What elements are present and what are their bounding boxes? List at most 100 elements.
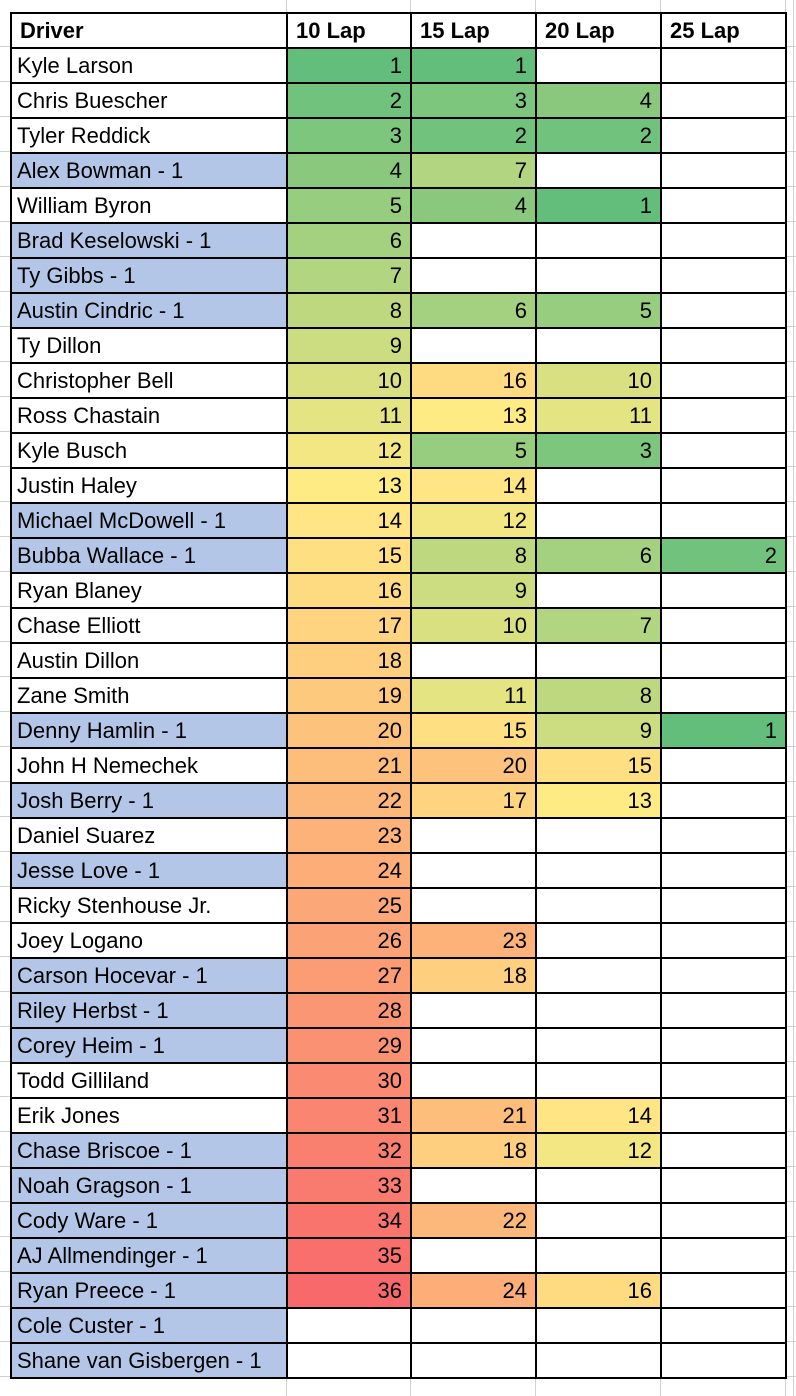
cell-25-lap[interactable]: [660, 1342, 787, 1379]
cell-15-lap[interactable]: 20: [410, 747, 537, 784]
cell-10-lap[interactable]: 30: [286, 1062, 412, 1099]
driver-cell[interactable]: Cody Ware - 1: [10, 1202, 288, 1239]
driver-cell[interactable]: Zane Smith: [10, 677, 288, 714]
cell-20-lap[interactable]: 13: [535, 782, 662, 819]
cell-15-lap[interactable]: 14: [410, 467, 537, 504]
cell-15-lap[interactable]: 23: [410, 922, 537, 959]
cell-25-lap[interactable]: [660, 502, 787, 539]
header-25-lap[interactable]: 25 Lap: [660, 12, 787, 49]
cell-15-lap[interactable]: 18: [410, 1132, 537, 1169]
cell-25-lap[interactable]: [660, 1202, 787, 1239]
cell-15-lap[interactable]: [410, 852, 537, 889]
driver-cell[interactable]: Kyle Busch: [10, 432, 288, 469]
cell-25-lap[interactable]: [660, 222, 787, 259]
cell-25-lap[interactable]: [660, 852, 787, 889]
driver-cell[interactable]: Carson Hocevar - 1: [10, 957, 288, 994]
header-driver[interactable]: Driver: [10, 12, 288, 49]
cell-15-lap[interactable]: 17: [410, 782, 537, 819]
cell-20-lap[interactable]: 12: [535, 1132, 662, 1169]
cell-10-lap[interactable]: 5: [286, 187, 412, 224]
driver-cell[interactable]: Erik Jones: [10, 1097, 288, 1134]
cell-10-lap[interactable]: 35: [286, 1237, 412, 1274]
cell-20-lap[interactable]: [535, 1027, 662, 1064]
driver-cell[interactable]: Noah Gragson - 1: [10, 1167, 288, 1204]
cell-25-lap[interactable]: [660, 467, 787, 504]
cell-10-lap[interactable]: 4: [286, 152, 412, 189]
cell-25-lap[interactable]: [660, 1132, 787, 1169]
cell-10-lap[interactable]: 1: [286, 47, 412, 84]
cell-25-lap[interactable]: [660, 82, 787, 119]
driver-cell[interactable]: Christopher Bell: [10, 362, 288, 399]
cell-20-lap[interactable]: 14: [535, 1097, 662, 1134]
cell-20-lap[interactable]: [535, 852, 662, 889]
cell-25-lap[interactable]: [660, 957, 787, 994]
cell-10-lap[interactable]: 18: [286, 642, 412, 679]
driver-cell[interactable]: Riley Herbst - 1: [10, 992, 288, 1029]
cell-25-lap[interactable]: [660, 432, 787, 469]
cell-20-lap[interactable]: 4: [535, 82, 662, 119]
cell-20-lap[interactable]: [535, 1202, 662, 1239]
driver-cell[interactable]: Bubba Wallace - 1: [10, 537, 288, 574]
cell-15-lap[interactable]: 21: [410, 1097, 537, 1134]
cell-10-lap[interactable]: 31: [286, 1097, 412, 1134]
cell-15-lap[interactable]: [410, 1062, 537, 1099]
driver-cell[interactable]: Chris Buescher: [10, 82, 288, 119]
driver-cell[interactable]: Daniel Suarez: [10, 817, 288, 854]
cell-20-lap[interactable]: 1: [535, 187, 662, 224]
cell-10-lap[interactable]: 24: [286, 852, 412, 889]
cell-20-lap[interactable]: [535, 817, 662, 854]
cell-25-lap[interactable]: [660, 1272, 787, 1309]
driver-cell[interactable]: Alex Bowman - 1: [10, 152, 288, 189]
cell-10-lap[interactable]: 20: [286, 712, 412, 749]
driver-cell[interactable]: Denny Hamlin - 1: [10, 712, 288, 749]
cell-15-lap[interactable]: [410, 1027, 537, 1064]
cell-10-lap[interactable]: 7: [286, 257, 412, 294]
cell-20-lap[interactable]: [535, 502, 662, 539]
cell-15-lap[interactable]: 3: [410, 82, 537, 119]
cell-20-lap[interactable]: [535, 887, 662, 924]
cell-15-lap[interactable]: [410, 222, 537, 259]
cell-20-lap[interactable]: 7: [535, 607, 662, 644]
cell-15-lap[interactable]: 11: [410, 677, 537, 714]
cell-25-lap[interactable]: [660, 677, 787, 714]
cell-15-lap[interactable]: [410, 642, 537, 679]
driver-cell[interactable]: Jesse Love - 1: [10, 852, 288, 889]
cell-10-lap[interactable]: 22: [286, 782, 412, 819]
cell-25-lap[interactable]: [660, 1237, 787, 1274]
cell-25-lap[interactable]: [660, 397, 787, 434]
cell-15-lap[interactable]: 8: [410, 537, 537, 574]
cell-15-lap[interactable]: 18: [410, 957, 537, 994]
cell-25-lap[interactable]: 1: [660, 712, 787, 749]
cell-10-lap[interactable]: 10: [286, 362, 412, 399]
cell-25-lap[interactable]: 2: [660, 537, 787, 574]
cell-20-lap[interactable]: 11: [535, 397, 662, 434]
cell-10-lap[interactable]: 33: [286, 1167, 412, 1204]
cell-25-lap[interactable]: [660, 362, 787, 399]
cell-20-lap[interactable]: [535, 1342, 662, 1379]
cell-15-lap[interactable]: [410, 1342, 537, 1379]
cell-25-lap[interactable]: [660, 817, 787, 854]
cell-20-lap[interactable]: 3: [535, 432, 662, 469]
cell-20-lap[interactable]: [535, 957, 662, 994]
cell-25-lap[interactable]: [660, 782, 787, 819]
driver-cell[interactable]: Cole Custer - 1: [10, 1307, 288, 1344]
driver-cell[interactable]: AJ Allmendinger - 1: [10, 1237, 288, 1274]
driver-cell[interactable]: Ty Gibbs - 1: [10, 257, 288, 294]
cell-25-lap[interactable]: [660, 47, 787, 84]
cell-25-lap[interactable]: [660, 1097, 787, 1134]
cell-25-lap[interactable]: [660, 1167, 787, 1204]
cell-25-lap[interactable]: [660, 152, 787, 189]
cell-20-lap[interactable]: [535, 572, 662, 609]
cell-20-lap[interactable]: 9: [535, 712, 662, 749]
cell-20-lap[interactable]: [535, 922, 662, 959]
cell-25-lap[interactable]: [660, 117, 787, 154]
cell-20-lap[interactable]: [535, 222, 662, 259]
cell-20-lap[interactable]: 8: [535, 677, 662, 714]
cell-10-lap[interactable]: 26: [286, 922, 412, 959]
driver-cell[interactable]: Justin Haley: [10, 467, 288, 504]
cell-15-lap[interactable]: [410, 1237, 537, 1274]
cell-10-lap[interactable]: 16: [286, 572, 412, 609]
driver-cell[interactable]: Michael McDowell - 1: [10, 502, 288, 539]
driver-cell[interactable]: Corey Heim - 1: [10, 1027, 288, 1064]
cell-25-lap[interactable]: [660, 1027, 787, 1064]
